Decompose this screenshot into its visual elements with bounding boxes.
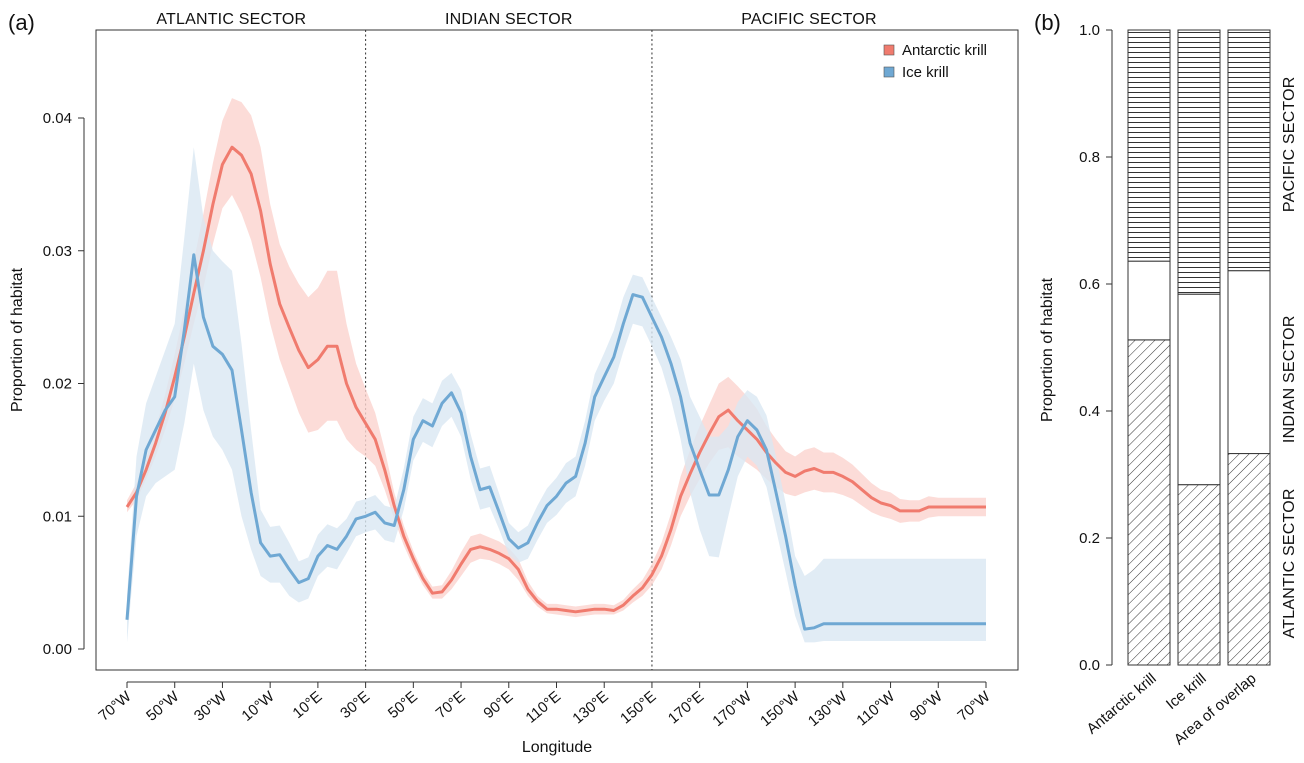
sector-label: PACIFIC SECTOR xyxy=(741,11,877,28)
panel-a: (a) ATLANTIC SECTOR INDIAN SECTOR PACIFIC … xyxy=(8,10,1019,756)
y-axis: 0.00 0.01 0.02 0.03 0.04 xyxy=(43,110,85,658)
y-tick-label: 0.03 xyxy=(43,243,72,260)
x-axis-title: Longitude xyxy=(522,739,592,756)
panel-a-label: (a) xyxy=(8,10,35,35)
sector-label: ATLANTIC SECTOR xyxy=(156,11,306,28)
bar-category-label: Ice krill xyxy=(1163,670,1210,713)
sector-legend-label: PACIFIC SECTOR xyxy=(1281,77,1298,213)
sector-legend-b: ATLANTIC SECTOR INDIAN SECTOR PACIFIC SECT… xyxy=(1281,77,1298,639)
y-tick-label-b: 0.4 xyxy=(1079,403,1100,420)
bar-segment-blank xyxy=(1227,270,1271,455)
confidence-band-antarctic-krill xyxy=(127,98,986,618)
confidence-band-ice-krill xyxy=(127,147,986,643)
bar-segment-diagonal-hatch xyxy=(1127,339,1171,666)
y-tick-label: 0.00 xyxy=(43,641,72,658)
y-axis-title: Proportion of habitat xyxy=(9,267,26,412)
y-tick-label: 0.01 xyxy=(43,508,72,525)
sector-labels: ATLANTIC SECTOR INDIAN SECTOR PACIFIC SECT… xyxy=(156,11,876,28)
x-tick-label: 110°E xyxy=(523,688,565,727)
x-tick-label: 90°W xyxy=(907,688,947,725)
x-axis: 70°W 50°W 30°W 10°W 10°E 30°E 50°E 70°E 90°E 110°… xyxy=(95,681,994,731)
legend: Antarctic krill Ice krill xyxy=(883,42,987,81)
bar-segment-blank xyxy=(1177,293,1221,486)
legend-label: Antarctic krill xyxy=(902,42,987,59)
sector-legend-label: INDIAN SECTOR xyxy=(1281,315,1298,443)
y-tick-label: 0.04 xyxy=(43,110,72,127)
y-tick-label-b: 0.2 xyxy=(1079,530,1100,547)
legend-swatch xyxy=(883,44,895,56)
x-tick-label: 70°W xyxy=(954,688,994,725)
x-tick-label: 50°E xyxy=(385,688,421,722)
y-tick-label-b: 0.6 xyxy=(1079,276,1100,293)
legend-label: Ice krill xyxy=(902,64,949,81)
confidence-bands xyxy=(127,98,986,643)
bar-segment-blank xyxy=(1127,260,1171,341)
y-axis-title-b: Proportion of habitat xyxy=(1039,277,1056,422)
legend-swatch xyxy=(883,66,895,78)
stacked-bars xyxy=(1127,29,1271,666)
x-tick-label: 110°W xyxy=(853,688,898,730)
y-axis-b: 0.0 0.2 0.4 0.6 0.8 1.0 xyxy=(1079,22,1113,674)
x-tick-label: 10°W xyxy=(239,688,279,725)
series-line-ice-krill xyxy=(125,253,986,631)
series-lines xyxy=(125,145,986,631)
panel-a-frame xyxy=(95,29,1019,671)
y-tick-label-b: 1.0 xyxy=(1079,22,1100,39)
panel-b-label: (b) xyxy=(1034,10,1061,35)
x-tick-label: 70°W xyxy=(95,688,135,725)
x-tick-label: 90°E xyxy=(480,688,516,722)
bar-segment-horizontal-hatch xyxy=(1227,29,1271,272)
bar-category-label: Antarctic krill xyxy=(1084,670,1160,738)
x-tick-label: 10°E xyxy=(289,688,325,722)
y-tick-label-b: 0.8 xyxy=(1079,149,1100,166)
bar-segment-diagonal-hatch xyxy=(1177,484,1221,666)
sector-legend-label: ATLANTIC SECTOR xyxy=(1281,488,1298,638)
bar-segment-diagonal-hatch xyxy=(1227,453,1271,666)
y-tick-label: 0.02 xyxy=(43,376,72,393)
x-tick-label: 130°W xyxy=(805,688,851,731)
y-tick-label-b: 0.0 xyxy=(1079,657,1100,674)
x-tick-label: 150°W xyxy=(757,688,803,731)
bar-segment-horizontal-hatch xyxy=(1127,29,1171,262)
x-tick-label: 150°E xyxy=(617,688,659,727)
x-tick-label: 170°E xyxy=(665,688,707,727)
bar-segment-horizontal-hatch xyxy=(1177,29,1221,295)
panel-b: (b) 0.0 0.2 0.4 0.6 0.8 1.0 Proportion of hab… xyxy=(1034,10,1298,748)
sector-label: INDIAN SECTOR xyxy=(445,11,573,28)
x-tick-label: 30°W xyxy=(191,688,231,725)
x-tick-label: 50°W xyxy=(143,688,183,725)
sector-boundaries xyxy=(365,30,653,670)
x-tick-label: 70°E xyxy=(433,688,469,722)
x-tick-label: 170°W xyxy=(709,688,755,731)
x-tick-label: 130°E xyxy=(569,688,611,727)
series-line-antarctic-krill xyxy=(125,145,986,614)
x-tick-label: 30°E xyxy=(337,688,373,722)
